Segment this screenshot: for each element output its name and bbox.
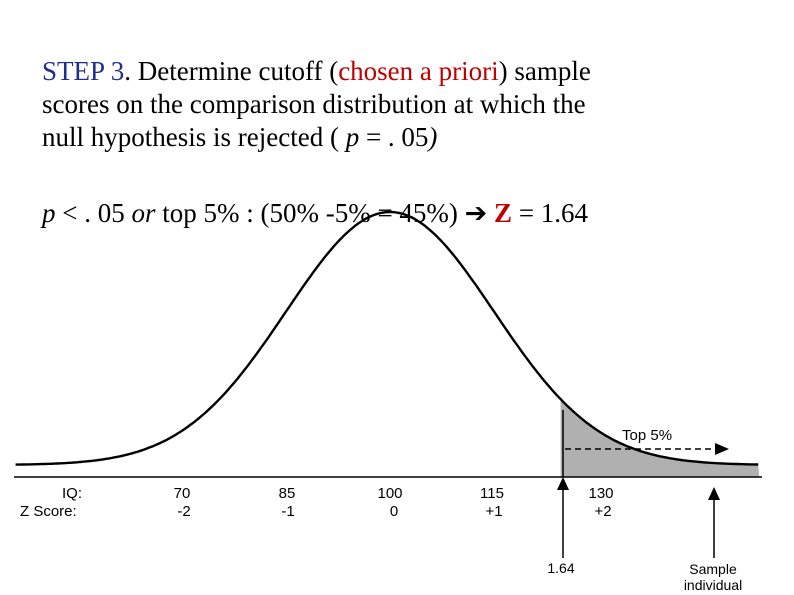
step-text-a: . Determine cutoff ( xyxy=(124,56,339,86)
iq-tick-130: 130 xyxy=(588,485,613,502)
rejection-region-shade xyxy=(560,399,760,477)
right-arrow-icon: ➔ xyxy=(464,198,488,228)
p-symbol: p xyxy=(345,122,360,152)
step-label: STEP 3 xyxy=(42,56,125,86)
z-tick-minus-2: -2 xyxy=(177,503,190,520)
z-tick-minus-1: -1 xyxy=(281,503,294,520)
step-line-1: STEP 3. Determine cutoff (chosen a prior… xyxy=(42,55,762,88)
sample-arrowhead xyxy=(708,487,720,500)
z-tick-plus-1: +1 xyxy=(485,503,502,520)
sample-label-line-1: Sample xyxy=(689,561,737,577)
top-5-arrowhead xyxy=(715,443,729,455)
formula-p: p xyxy=(42,198,56,228)
formula-z: Z xyxy=(494,198,513,228)
iq-tick-115: 115 xyxy=(480,485,504,502)
formula-rest: top 5% : (50% -5% = 45%) xyxy=(155,198,465,228)
cutoff-formula: p < . 05 or top 5% : (50% -5% = 45%) ➔ Z… xyxy=(42,198,588,229)
z-tick-0: 0 xyxy=(390,503,398,520)
formula-z-value: = 1.64 xyxy=(512,198,589,228)
z-heading: Z Score: xyxy=(20,503,77,520)
a-priori-highlight: chosen a priori xyxy=(338,56,499,86)
cutoff-label: 1.64 xyxy=(547,560,574,576)
formula-lt: < . 05 xyxy=(55,198,132,228)
step-line-3: null hypothesis is rejected ( p = . 05) xyxy=(42,121,762,154)
iq-tick-70: 70 xyxy=(174,485,191,502)
z-tick-plus-2: +2 xyxy=(594,503,611,520)
iq-heading: IQ: xyxy=(62,485,82,502)
formula-or: or xyxy=(131,198,156,228)
step-text-b: ) sample xyxy=(498,56,591,86)
normal-curve xyxy=(15,210,759,466)
step-line-3b: = . 05 xyxy=(359,122,429,152)
iq-tick-85: 85 xyxy=(279,485,296,502)
step-line-3c: ) xyxy=(428,122,438,152)
sample-label-line-2: individual xyxy=(684,577,742,593)
step-line-2: scores on the comparison distribution at… xyxy=(42,89,586,119)
step-description: STEP 3. Determine cutoff (chosen a prior… xyxy=(42,55,762,154)
cutoff-arrowhead xyxy=(557,477,569,490)
iq-tick-100: 100 xyxy=(377,485,402,502)
step-line-3a: null hypothesis is rejected ( xyxy=(42,122,346,152)
top-5-label: Top 5% xyxy=(622,427,672,444)
